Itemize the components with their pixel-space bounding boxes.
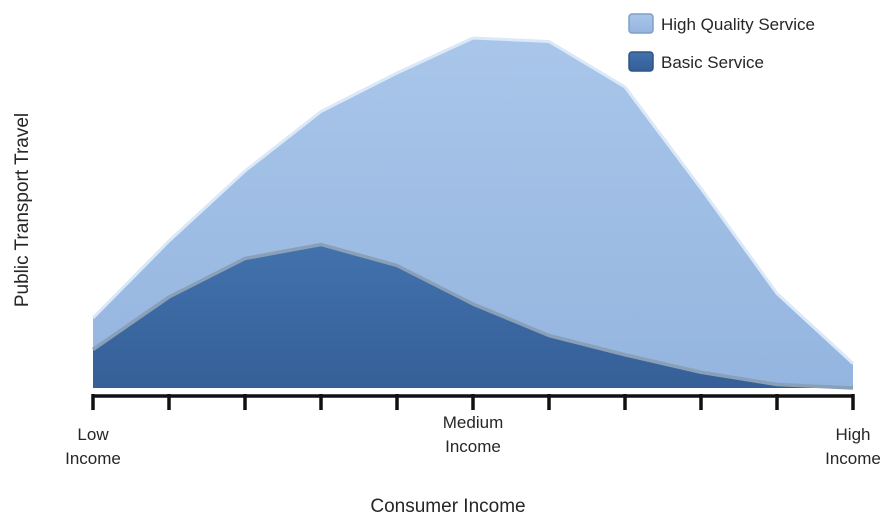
series-basic-service [92,242,854,390]
series-layer [91,36,855,390]
x-tick-label: High Income [825,425,881,468]
x-tick-label: Medium Income [443,413,503,456]
legend-item: High Quality Service [628,13,815,34]
area-edge-line [92,242,854,390]
x-axis-title: Consumer Income [370,496,525,517]
area-edge-line [91,36,855,365]
legend: High Quality Service Basic Service [628,13,815,72]
legend-item: Basic Service [628,51,764,72]
y-axis-title: Public Transport Travel [12,113,33,307]
legend-label: Basic Service [661,53,764,72]
x-tick-label: Low Income [65,425,121,468]
legend-label: High Quality Service [661,15,815,34]
x-axis [91,394,855,410]
legend-swatch [628,51,654,72]
x-tick-labels: Low Income Medium Income High Income [65,413,881,468]
legend-swatch [628,13,654,34]
area-fill [93,244,853,388]
